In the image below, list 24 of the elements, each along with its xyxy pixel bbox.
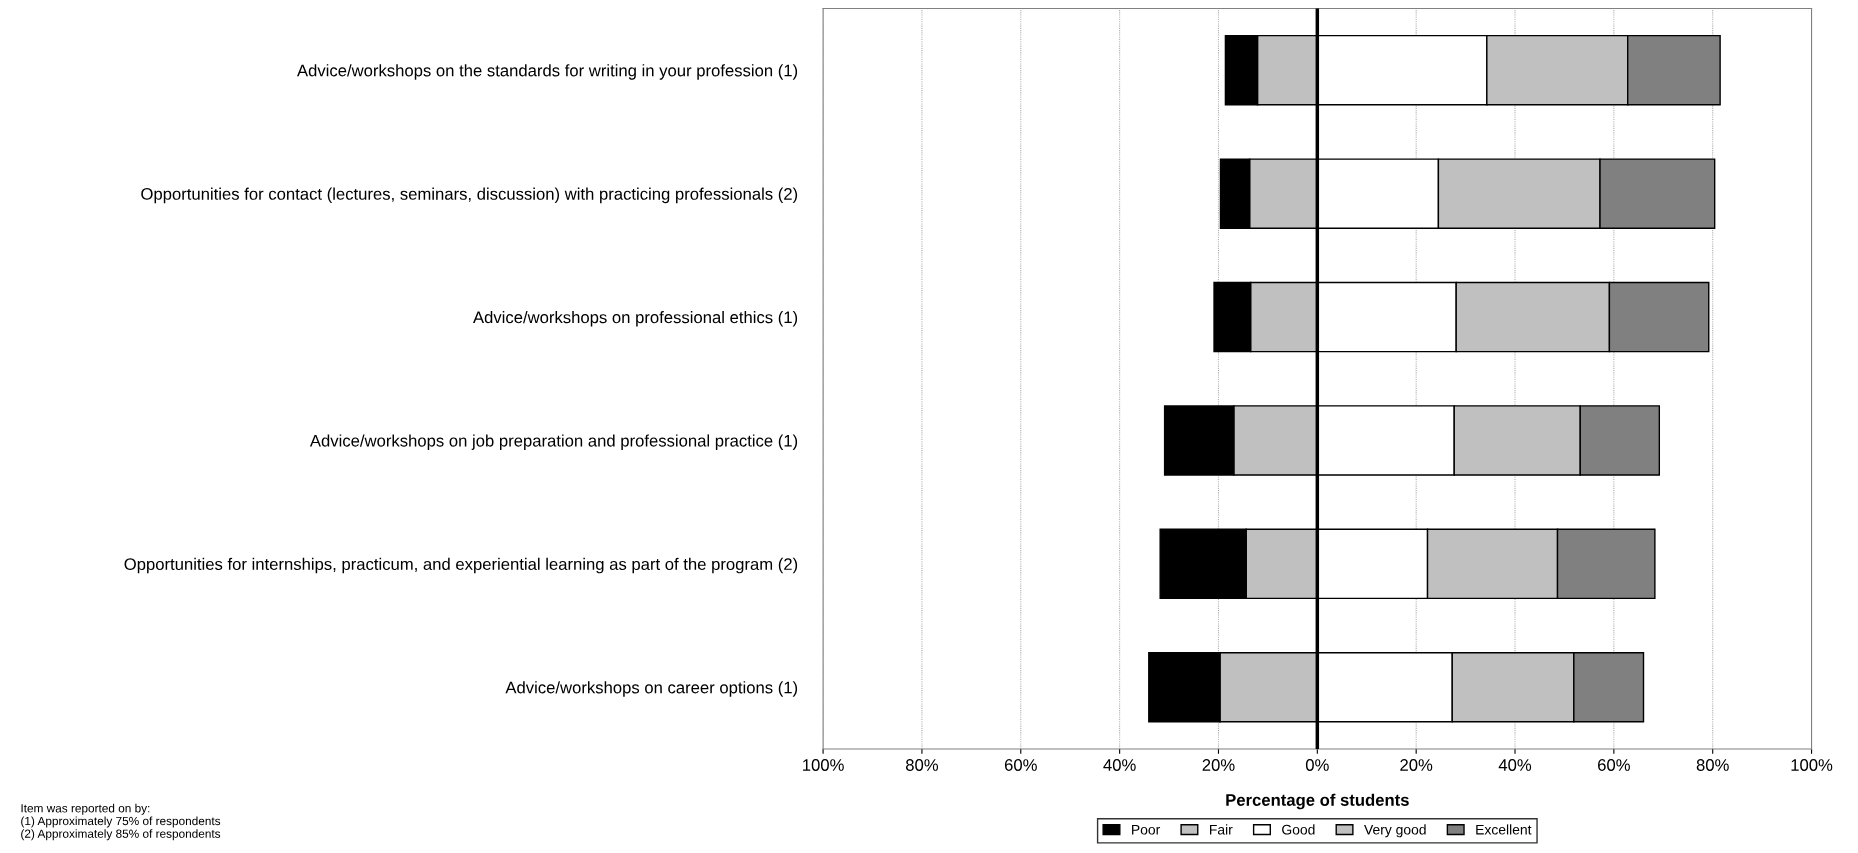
x-tick-label: 80% bbox=[1696, 759, 1729, 771]
x-tick-label: 60% bbox=[1004, 759, 1037, 771]
x-tick-label: 20% bbox=[1400, 759, 1433, 771]
x-tick-label: 40% bbox=[1103, 759, 1136, 771]
x-tick-label: 60% bbox=[1598, 759, 1630, 771]
y-tick-label: Advice/workshops on job preparation and professional practice (1) bbox=[309, 434, 798, 450]
y-tick-label: Advice/workshops on professional ethics (1) bbox=[472, 310, 798, 327]
y-tick-label: Advice/workshops on the standards for writing in your profession (1) bbox=[297, 64, 798, 80]
x-tick-label: 20% bbox=[1202, 759, 1235, 771]
legend-label: Poor bbox=[1132, 824, 1161, 835]
x-tick-label: 100% bbox=[803, 759, 844, 771]
x-tick-label: 0% bbox=[1305, 759, 1329, 771]
x-tick-label: 80% bbox=[905, 759, 939, 771]
legend-label: Fair bbox=[1210, 824, 1233, 835]
legend-label: Good bbox=[1282, 824, 1315, 835]
y-tick-label: Opportunities for contact (lectures, seminars, discussion) with practicing professionals (2) bbox=[141, 187, 798, 204]
x-tick-label: 100% bbox=[1791, 759, 1833, 771]
y-tick-label: Opportunities for internships, practicum, and experiential learning as part of the program (2) bbox=[124, 557, 798, 574]
x-tick-label: 40% bbox=[1498, 759, 1532, 771]
legend-label: Very good bbox=[1364, 824, 1426, 838]
x-axis-title: Percentage of students bbox=[1226, 793, 1409, 810]
text: Item was reported on by: (1) Approximately 75% of respondents (2) Approximately 85% of respondents bbox=[21, 803, 221, 841]
legend-label: Excellent bbox=[1476, 824, 1532, 835]
y-tick-label: Advice/workshops on career options (1) bbox=[505, 681, 798, 697]
